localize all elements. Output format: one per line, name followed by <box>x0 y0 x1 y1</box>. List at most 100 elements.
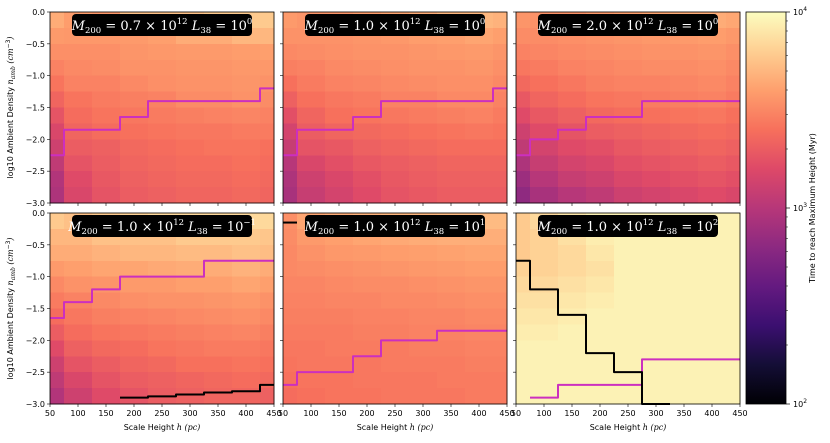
heatmap-cell <box>204 244 233 262</box>
heatmap-cell <box>120 260 149 278</box>
heatmap-cell <box>409 155 438 172</box>
heatmap-cell <box>516 171 531 188</box>
heatmap-cell <box>670 340 699 357</box>
heatmap-cell <box>558 292 587 309</box>
heatmap-cell <box>260 324 275 341</box>
panel-title: M200 = 1.0 × 1012 L38 = 10−1 <box>67 215 256 237</box>
heatmap-cell <box>437 388 466 405</box>
x-tick-label: 450 <box>499 409 514 418</box>
heatmap-cell <box>586 308 615 325</box>
heatmap-cell <box>353 292 382 309</box>
heatmap-cell <box>558 75 587 93</box>
x-axis-label: Scale Height h (pc) <box>357 423 434 432</box>
heatmap-cell <box>642 324 671 341</box>
heatmap-cell <box>381 75 410 93</box>
heatmap-cell <box>353 308 382 325</box>
heatmap-cell <box>64 171 93 188</box>
heatmap-cell <box>493 276 508 294</box>
heatmap-cell <box>176 123 205 140</box>
heatmap-cell <box>516 43 531 61</box>
heatmap-cell <box>50 75 65 93</box>
heatmap-cell <box>92 139 121 156</box>
heatmap-cell <box>176 308 205 325</box>
heatmap-cell <box>670 107 699 124</box>
heatmap-cell <box>283 59 298 77</box>
heatmap-cell <box>92 388 121 405</box>
heatmap-cell <box>325 59 354 77</box>
panel-2: M200 = 1.0 × 1012 L38 = 100 <box>280 11 508 206</box>
x-tick-label: 100 <box>70 409 85 418</box>
heatmap-cell <box>297 123 326 140</box>
y-tick-label: 0.0 <box>32 8 45 17</box>
heatmap-cell <box>516 244 531 262</box>
heatmap-cell <box>437 139 466 156</box>
heatmap-cell <box>670 155 699 172</box>
heatmap-cell <box>325 244 354 262</box>
heatmap-cell <box>92 123 121 140</box>
heatmap-cell <box>176 155 205 172</box>
heatmap-cell <box>120 75 149 93</box>
y-tick-label: −2.0 <box>26 336 45 345</box>
heatmap-cell <box>64 91 93 108</box>
heatmap-cell <box>325 139 354 156</box>
heatmap-cell <box>516 213 531 230</box>
heatmap-cell <box>120 356 149 373</box>
heatmap-cell <box>260 139 275 156</box>
heatmap-cell <box>726 276 741 294</box>
colorbar-tick-label: 103 <box>793 202 807 213</box>
heatmap-cell <box>148 171 177 188</box>
heatmap-cell <box>465 372 494 389</box>
heatmap-cell <box>232 324 261 341</box>
x-tick-label: 300 <box>648 409 663 418</box>
heatmap-cell <box>465 107 494 124</box>
heatmap-cell <box>353 187 382 204</box>
heatmap-cell <box>148 91 177 108</box>
heatmap-cell <box>381 308 410 325</box>
heatmap-cell <box>614 171 643 188</box>
x-tick-label: 200 <box>126 409 141 418</box>
heatmap-cell <box>176 388 205 405</box>
heatmap-cell <box>283 12 298 29</box>
heatmap-cell <box>381 324 410 341</box>
heatmap-cell <box>176 276 205 294</box>
heatmap-cell <box>297 292 326 309</box>
heatmap-cell <box>204 155 233 172</box>
heatmap-cell <box>642 340 671 357</box>
heatmap-cell <box>465 340 494 357</box>
heatmap-cell <box>120 91 149 108</box>
heatmap-cell <box>260 308 275 325</box>
heatmap-cell <box>437 171 466 188</box>
heatmap-cell <box>297 75 326 93</box>
heatmap-cell <box>148 340 177 357</box>
heatmap-cell <box>516 107 531 124</box>
heatmap-cell <box>381 59 410 77</box>
panel-title-text: M200 = 1.0 × 1012 L38 = 10−1 <box>67 218 256 237</box>
heatmap-cell <box>176 139 205 156</box>
heatmap-cell <box>325 260 354 278</box>
heatmap-cell <box>465 187 494 204</box>
heatmap-cell <box>614 308 643 325</box>
heatmap-cell <box>642 91 671 108</box>
heatmap-cell <box>530 292 559 309</box>
heatmap-cell <box>437 123 466 140</box>
heatmap-cell <box>465 292 494 309</box>
heatmap-cell <box>642 155 671 172</box>
heatmap-cell <box>232 43 261 61</box>
heatmap-cell <box>381 388 410 405</box>
heatmap-cell <box>92 356 121 373</box>
heatmap-cell <box>283 107 298 124</box>
panels-group: 0.0 −0.5 −1.0 −1.5 −2.0 −2.5 −3.0 log10 Ambient… <box>5 8 748 432</box>
heatmap-cell <box>465 123 494 140</box>
heatmap-cell <box>232 308 261 325</box>
heatmap-cell <box>670 75 699 93</box>
heatmap-cell <box>558 388 587 405</box>
heatmap-cell <box>92 187 121 204</box>
heatmap-cell <box>353 155 382 172</box>
heatmap-cell <box>353 171 382 188</box>
heatmap-cell <box>353 340 382 357</box>
heatmap-cell <box>493 75 508 93</box>
x-tick-label: 300 <box>415 409 430 418</box>
heatmap-cell <box>64 139 93 156</box>
heatmap-cell <box>698 155 727 172</box>
heatmap-cell <box>726 308 741 325</box>
